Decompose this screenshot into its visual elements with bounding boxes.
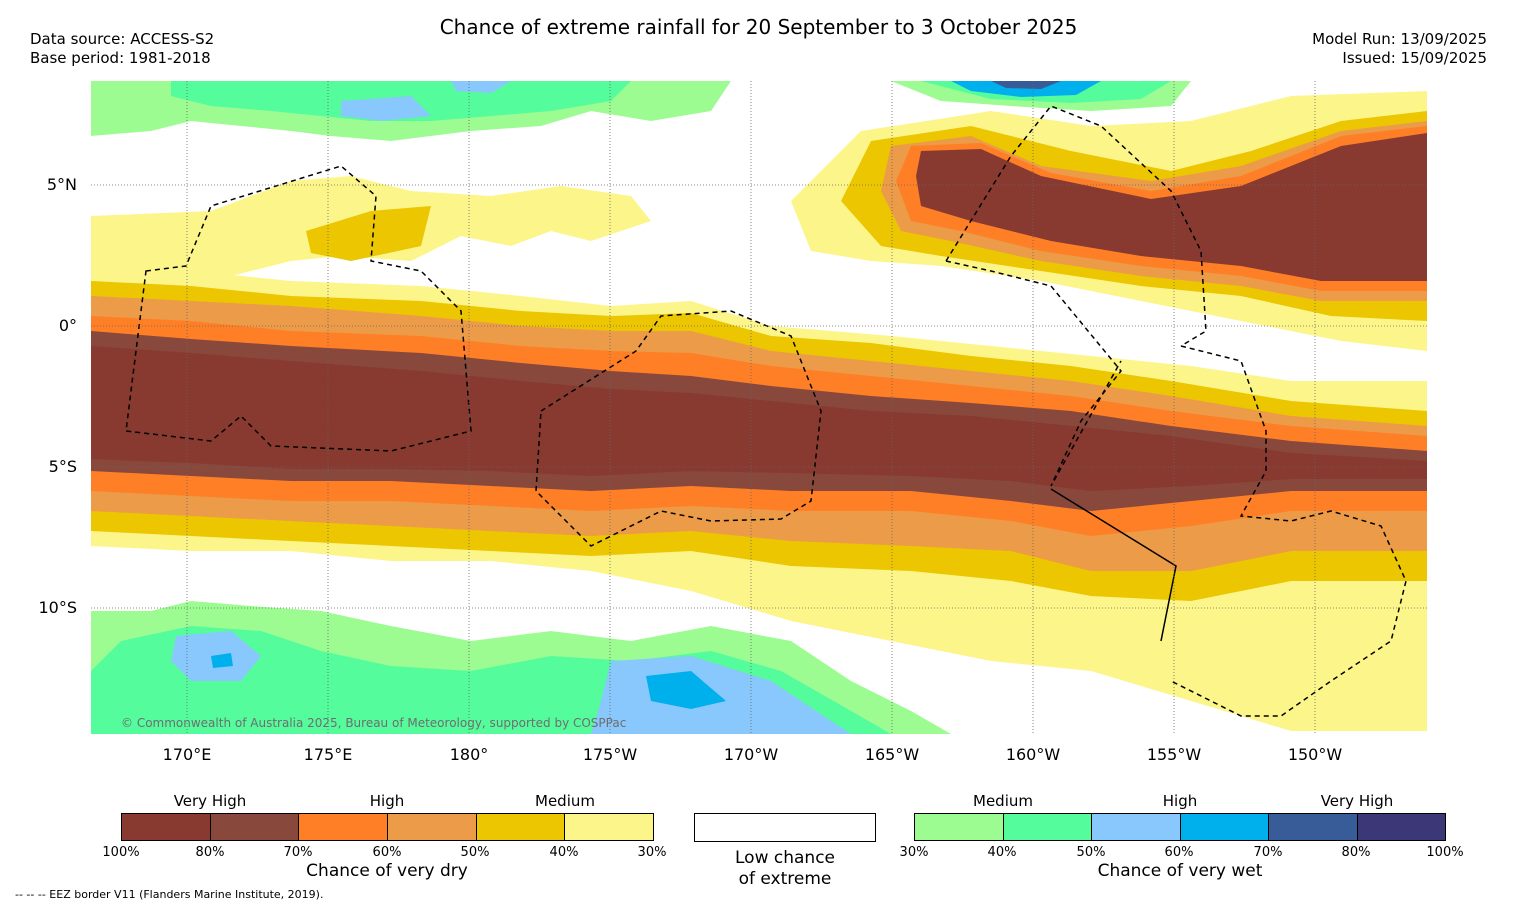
copyright-notice: © Commonwealth of Australia 2025, Bureau… (121, 716, 627, 730)
eez-border-solid-segment (1050, 488, 1177, 642)
dry-tick-60: 60% (372, 845, 402, 860)
wet-legend-caption: Chance of very wet (1097, 861, 1263, 881)
lon-label-165w: 165°W (864, 745, 920, 764)
lat-label-0: 0° (58, 316, 77, 335)
eez-footnote: -- -- -- EEZ border V11 (Flanders Marine… (15, 888, 324, 901)
dry-tick-30: 30% (637, 845, 667, 860)
wet-legend-bar (914, 813, 1446, 841)
dry-swatch-60-50 (388, 814, 477, 840)
eez-border-line-islands-north (945, 105, 1207, 347)
lon-label-155w: 155°W (1146, 745, 1202, 764)
dry-swatch-100-80 (122, 814, 211, 840)
eez-border-kiribati-gilberts (125, 165, 472, 452)
wet-region-north-east-high (951, 81, 1101, 97)
lon-label-170w: 170°W (723, 745, 779, 764)
lon-label-175w: 175°W (582, 745, 638, 764)
lon-label-180: 180° (449, 745, 489, 764)
dry-legend-very-high: Very High (173, 792, 247, 810)
issued-text: Issued: 15/09/2025 (1342, 49, 1487, 67)
dry-legend-caption: Chance of very dry (306, 861, 468, 881)
dry-legend-bar (121, 813, 654, 841)
wet-tick-80: 80% (1341, 845, 1371, 860)
lon-label-175e: 175°E (303, 745, 353, 764)
wet-swatch-60-70 (1180, 814, 1269, 840)
dry-region-north-east-veryhigh (916, 133, 1427, 281)
low-chance-swatch (694, 813, 876, 842)
wet-region-south-west-high (171, 631, 851, 734)
rainfall-map: © Commonwealth of Australia 2025, Bureau… (91, 81, 1427, 734)
run-info: Model Run: 13/09/2025 Issued: 15/09/2025 (1312, 30, 1487, 68)
wet-tick-50: 50% (1076, 845, 1106, 860)
wet-swatch-40-50 (1003, 814, 1092, 840)
dry-tick-40: 40% (549, 845, 579, 860)
source-info: Data source: ACCESS-S2 Base period: 1981… (30, 30, 214, 68)
low-chance-line2: of extreme (738, 869, 832, 889)
wet-region-north-east-veryhigh (991, 81, 1061, 89)
wet-tick-60: 60% (1164, 845, 1194, 860)
dry-swatch-80-70 (210, 814, 300, 840)
wet-tick-70: 70% (1253, 845, 1283, 860)
map-title: Chance of extreme rainfall for 20 Septem… (439, 15, 1078, 39)
dry-tick-50: 50% (460, 845, 490, 860)
wet-legend-very-high: Very High (1320, 792, 1394, 810)
dry-legend-high: High (369, 792, 405, 810)
dry-swatch-70-60 (299, 814, 389, 840)
base-period-text: Base period: 1981-2018 (30, 49, 211, 67)
dry-legend-medium: Medium (535, 792, 595, 810)
eez-border-line-islands-central (945, 260, 1122, 487)
dry-tick-80: 80% (195, 845, 225, 860)
wet-region-north-west-high (341, 81, 511, 121)
dry-tick-70: 70% (283, 845, 313, 860)
wet-swatch-30-40 (915, 814, 1004, 840)
dry-swatch-40-30 (565, 814, 654, 840)
lat-label-5s: 5°S (48, 457, 77, 476)
eez-border-line-islands-south (1170, 345, 1407, 717)
lon-label-160w: 160°W (1005, 745, 1061, 764)
lat-label-10s: 10°S (38, 598, 77, 617)
dry-band-veryhigh-core (91, 346, 1427, 491)
data-source-text: Data source: ACCESS-S2 (30, 30, 215, 48)
wet-swatch-80-100 (1357, 814, 1445, 840)
lon-label-170e: 170°E (162, 745, 212, 764)
wet-tick-100: 100% (1426, 845, 1464, 860)
wet-tick-30: 30% (899, 845, 929, 860)
low-chance-line1: Low chance (735, 848, 835, 868)
lon-label-150w: 150°W (1287, 745, 1343, 764)
wet-region-south-west-veryhigh (211, 653, 726, 709)
dry-swatch-50-40 (476, 814, 566, 840)
low-chance-caption: Low chance of extreme (694, 848, 876, 890)
dry-region-north-west-medium-inner (306, 206, 431, 261)
grid-lines (91, 81, 1427, 734)
map-canvas (91, 81, 1427, 734)
dry-tick-100: 100% (102, 845, 140, 860)
wet-legend-high: High (1162, 792, 1198, 810)
lat-label-5n: 5°N (46, 175, 77, 194)
wet-swatch-70-80 (1269, 814, 1358, 840)
wet-tick-40: 40% (987, 845, 1017, 860)
eez-border-phoenix (535, 310, 822, 547)
wet-swatch-50-60 (1092, 814, 1181, 840)
wet-legend-medium: Medium (973, 792, 1033, 810)
model-run-text: Model Run: 13/09/2025 (1312, 30, 1487, 48)
